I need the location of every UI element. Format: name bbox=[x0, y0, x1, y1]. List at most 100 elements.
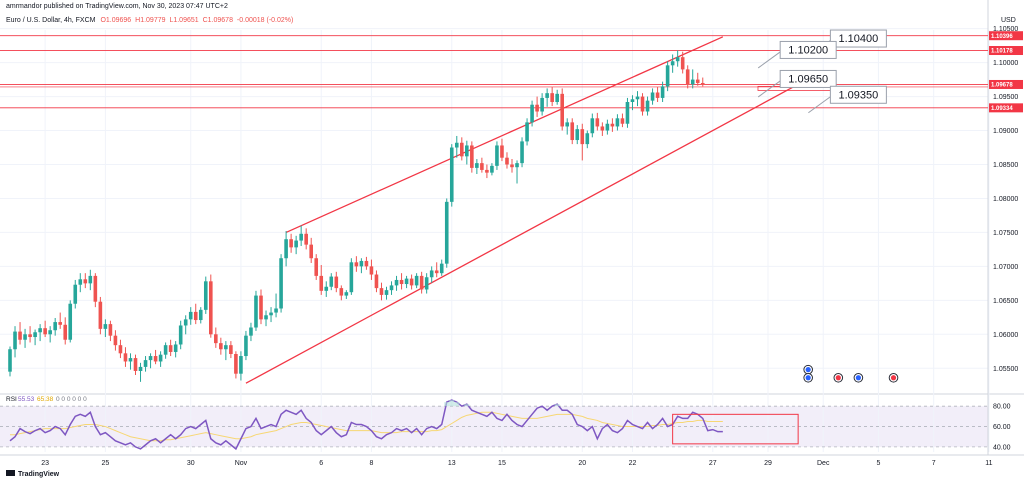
candle-body[interactable] bbox=[279, 258, 283, 309]
rsi-highlight-box[interactable] bbox=[672, 413, 799, 445]
candle-body[interactable] bbox=[334, 276, 339, 289]
candle-body[interactable] bbox=[615, 118, 620, 127]
candle-body[interactable] bbox=[83, 279, 88, 284]
candle-body[interactable] bbox=[349, 262, 354, 293]
candle-body[interactable] bbox=[329, 276, 334, 287]
candle-body[interactable] bbox=[193, 311, 198, 321]
candle-body[interactable] bbox=[645, 100, 650, 112]
candle-body[interactable] bbox=[289, 239, 293, 248]
candle-body[interactable] bbox=[394, 279, 399, 286]
candle-body[interactable] bbox=[480, 163, 484, 170]
candle-body[interactable] bbox=[475, 163, 479, 168]
candle-body[interactable] bbox=[48, 330, 52, 335]
candle-body[interactable] bbox=[254, 295, 258, 328]
candle-body[interactable] bbox=[470, 145, 474, 168]
candle-body[interactable] bbox=[369, 266, 374, 275]
candle-body[interactable] bbox=[304, 233, 308, 245]
candle-body[interactable] bbox=[178, 325, 183, 345]
candle-body[interactable] bbox=[570, 122, 575, 141]
candle-body[interactable] bbox=[314, 258, 319, 276]
candle-body[interactable] bbox=[655, 92, 660, 98]
candle-body[interactable] bbox=[650, 92, 655, 101]
candle-body[interactable] bbox=[58, 322, 62, 325]
candle-body[interactable] bbox=[525, 122, 529, 142]
candle-body[interactable] bbox=[585, 133, 590, 145]
callout-box[interactable] bbox=[779, 69, 837, 88]
candle-body[interactable] bbox=[374, 274, 379, 289]
candle-body[interactable] bbox=[660, 86, 665, 98]
candle-body[interactable] bbox=[565, 122, 570, 127]
candle-body[interactable] bbox=[449, 147, 454, 202]
candle-body[interactable] bbox=[354, 262, 359, 267]
candle-body[interactable] bbox=[460, 142, 464, 157]
candle-body[interactable] bbox=[675, 57, 680, 62]
candle-body[interactable] bbox=[389, 285, 394, 291]
candle-body[interactable] bbox=[685, 69, 690, 85]
candle-body[interactable] bbox=[419, 275, 424, 290]
candle-body[interactable] bbox=[118, 345, 123, 354]
candle-body[interactable] bbox=[33, 332, 37, 338]
candle-body[interactable] bbox=[214, 334, 218, 344]
candle-body[interactable] bbox=[379, 288, 384, 295]
rsi-line[interactable] bbox=[9, 399, 723, 451]
candle-body[interactable] bbox=[515, 163, 519, 168]
candle-body[interactable] bbox=[635, 96, 640, 100]
candle-body[interactable] bbox=[620, 118, 625, 124]
symbol-name[interactable]: Euro / U.S. Dollar, 4h, FXCM bbox=[6, 17, 96, 24]
candle-body[interactable] bbox=[364, 260, 369, 267]
candle-body[interactable] bbox=[695, 79, 700, 83]
candle-body[interactable] bbox=[128, 358, 133, 362]
candle-body[interactable] bbox=[510, 164, 514, 168]
candle-body[interactable] bbox=[133, 358, 138, 371]
candle-body[interactable] bbox=[299, 233, 303, 241]
candle-body[interactable] bbox=[18, 331, 22, 340]
candle-body[interactable] bbox=[590, 118, 595, 134]
candle-body[interactable] bbox=[23, 334, 27, 340]
candle-body[interactable] bbox=[148, 356, 153, 361]
candle-body[interactable] bbox=[138, 366, 143, 371]
candle-body[interactable] bbox=[545, 93, 549, 98]
candle-body[interactable] bbox=[188, 311, 193, 320]
candle-body[interactable] bbox=[495, 145, 499, 166]
candle-body[interactable] bbox=[98, 301, 103, 329]
candle-body[interactable] bbox=[530, 104, 534, 123]
candle-body[interactable] bbox=[143, 360, 148, 367]
candle-body[interactable] bbox=[219, 343, 223, 350]
candle-body[interactable] bbox=[490, 165, 494, 173]
candle-body[interactable] bbox=[113, 335, 118, 346]
candle-body[interactable] bbox=[93, 275, 98, 302]
candle-body[interactable] bbox=[414, 275, 419, 286]
candle-body[interactable] bbox=[269, 312, 273, 316]
candle-body[interactable] bbox=[68, 303, 73, 340]
candle-body[interactable] bbox=[359, 260, 364, 267]
candle-body[interactable] bbox=[434, 270, 439, 274]
candle-body[interactable] bbox=[595, 118, 600, 127]
candle-body[interactable] bbox=[78, 279, 83, 285]
candle-body[interactable] bbox=[690, 79, 695, 85]
candle-body[interactable] bbox=[630, 99, 635, 102]
candle-body[interactable] bbox=[168, 345, 173, 352]
candle-body[interactable] bbox=[575, 129, 580, 141]
candle-body[interactable] bbox=[384, 290, 389, 295]
candle-body[interactable] bbox=[424, 277, 429, 290]
candle-body[interactable] bbox=[409, 278, 414, 286]
candle-body[interactable] bbox=[229, 345, 233, 354]
candle-body[interactable] bbox=[53, 322, 57, 331]
candle-body[interactable] bbox=[123, 353, 128, 362]
candle-body[interactable] bbox=[680, 57, 685, 70]
candle-body[interactable] bbox=[88, 275, 93, 284]
candle-body[interactable] bbox=[8, 349, 12, 372]
candle-body[interactable] bbox=[309, 244, 313, 259]
candle-body[interactable] bbox=[183, 319, 188, 326]
candle-body[interactable] bbox=[500, 145, 504, 158]
candle-body[interactable] bbox=[264, 315, 268, 320]
candle-body[interactable] bbox=[404, 278, 409, 285]
candle-body[interactable] bbox=[28, 334, 32, 338]
candle-body[interactable] bbox=[284, 239, 288, 259]
candle-body[interactable] bbox=[43, 328, 47, 335]
candle-body[interactable] bbox=[234, 354, 238, 374]
candle-body[interactable] bbox=[520, 141, 524, 164]
candle-body[interactable] bbox=[108, 324, 113, 336]
callout-box[interactable] bbox=[829, 85, 887, 104]
candle-body[interactable] bbox=[610, 123, 615, 127]
